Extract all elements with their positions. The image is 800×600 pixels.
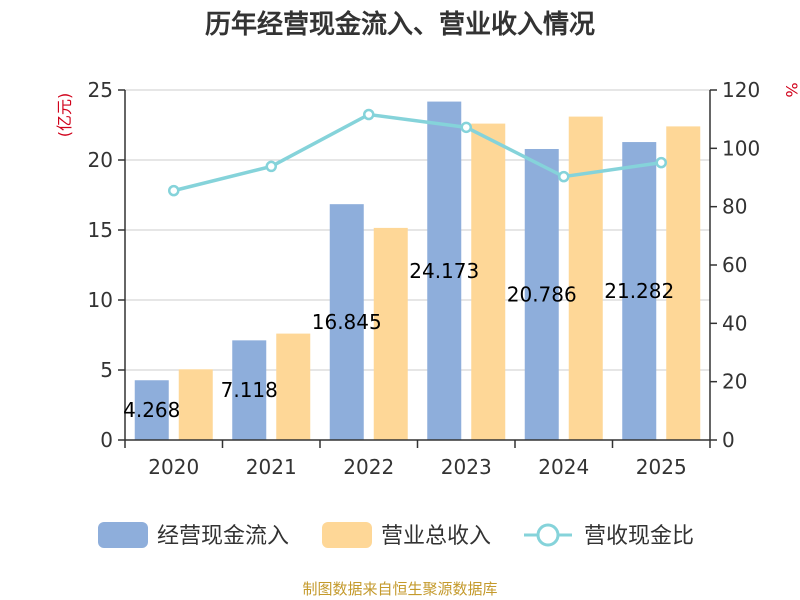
right-axis-tick-label: 120 — [722, 78, 760, 102]
right-axis-tick-label: 60 — [722, 253, 747, 277]
data-label: 16.845 — [312, 310, 382, 334]
right-axis-unit: % — [782, 82, 800, 97]
x-axis-tick-label: 2024 — [538, 455, 589, 479]
left-axis-tick-label: 15 — [88, 218, 113, 242]
bar-cash-inflow — [232, 340, 267, 440]
ratio-point — [558, 170, 570, 183]
left-axis-unit: (亿元) — [55, 93, 74, 138]
legend-label-ratio: 营收现金比 — [584, 524, 694, 549]
bar-cash-inflow — [524, 148, 559, 440]
left-axis-tick-label: 0 — [100, 428, 113, 452]
bar-revenue — [276, 333, 311, 440]
legend-swatch-ratio-marker — [536, 523, 560, 547]
legend-swatch-revenue — [322, 522, 372, 548]
x-axis-tick-label: 2022 — [343, 455, 394, 479]
ratio-point — [460, 121, 472, 134]
bar-revenue — [373, 227, 408, 440]
label-layer: 4.268 7.118 16.845 24.173 20.786 21.282 — [123, 259, 674, 422]
bar-cash-inflow — [134, 380, 169, 440]
bar-cash-inflow — [427, 101, 462, 440]
x-axis-tick-label: 2020 — [148, 455, 199, 479]
data-label: 7.118 — [221, 378, 278, 402]
x-axis-tick-label: 2023 — [441, 455, 492, 479]
right-axis-tick-label: 0 — [722, 428, 735, 452]
x-axis-tick-label: 2021 — [246, 455, 297, 479]
line-layer — [168, 108, 667, 197]
ratio-point — [168, 184, 180, 197]
left-axis-tick-label: 25 — [88, 78, 113, 102]
legend-label-revenue: 营业总收入 — [381, 524, 491, 549]
ratio-point — [363, 108, 375, 121]
x-axis-tick-label: 2025 — [636, 455, 687, 479]
bar-cash-inflow — [622, 142, 657, 440]
bar-revenue — [178, 369, 213, 440]
right-axis-tick-label: 40 — [722, 311, 747, 335]
ratio-line — [173, 112, 662, 193]
data-label: 24.173 — [409, 259, 479, 283]
legend-label-cash-inflow: 经营现金流入 — [157, 524, 289, 549]
right-axis-tick-label: 80 — [722, 195, 747, 219]
ratio-point — [265, 160, 277, 173]
right-axis-tick-label: 20 — [722, 370, 747, 394]
legend-swatch-cash-inflow — [98, 522, 148, 548]
grid-layer — [125, 89, 710, 371]
chart-title: 历年经营现金流入、营业收入情况 — [204, 10, 595, 40]
bar-revenue — [568, 116, 603, 440]
bar-layer — [134, 101, 701, 441]
data-label: 4.268 — [123, 398, 180, 422]
ratio-point — [655, 156, 667, 169]
left-axis-tick-label: 10 — [88, 288, 113, 312]
bar-cash-inflow — [329, 204, 364, 440]
legend: 经营现金流入 营业总收入 营收现金比 — [98, 522, 694, 549]
bar-revenue — [666, 126, 701, 441]
right-axis-tick-label: 100 — [722, 136, 760, 160]
left-axis-tick-label: 20 — [88, 148, 113, 172]
source-note: 制图数据来自恒生聚源数据库 — [302, 580, 498, 598]
left-axis-tick-label: 5 — [100, 358, 113, 382]
data-label: 21.282 — [604, 279, 674, 303]
bar-revenue — [471, 123, 506, 440]
data-label: 20.786 — [507, 282, 577, 306]
